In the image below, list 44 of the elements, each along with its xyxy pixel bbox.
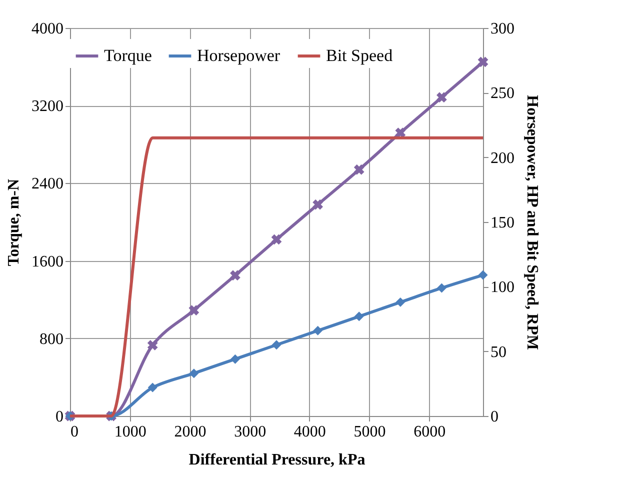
point [436,283,446,293]
y2-axis-title: Horsepower, HP and Bit Speed, RPM [524,95,540,350]
y2-tick-label: 200 [490,150,514,167]
point [272,340,282,350]
point [478,270,488,280]
y2-tick-label: 50 [490,344,506,361]
point [395,128,406,138]
point [396,297,406,307]
x-tick-label: 4000 [294,424,326,440]
point [271,234,282,245]
y-tick-label: 2400 [32,176,64,193]
y2-tick-label: 100 [490,279,514,296]
point [354,312,364,322]
y-tick-label: 3200 [32,98,64,116]
x-tick-label: 3000 [234,424,266,440]
point [478,56,488,68]
point [230,270,240,281]
x-tick-label: 6000 [414,424,446,440]
point [313,326,323,336]
point [189,368,199,378]
y2-tick-label: 300 [490,20,514,38]
y-tick-label: 800 [40,330,64,348]
point [354,164,364,175]
y2-tick-label: 150 [490,214,514,232]
point [230,354,240,364]
x-tick-label: 1000 [114,424,146,440]
point [436,92,447,103]
point [148,382,158,392]
legend-label: Torque [104,46,152,65]
y-axis-title: Torque, m-N [6,178,22,266]
y-tick-label: 1600 [32,253,64,270]
x-tick-label: 5000 [354,424,386,440]
y2-tick-label: 0 [490,408,498,426]
x-tick-label: 0 [70,424,78,440]
y-tick-label: 0 [56,408,64,426]
point [312,199,323,210]
y-tick-label: 4000 [32,20,64,38]
point [188,305,200,316]
x-axis-title: Differential Pressure, kPa [188,452,366,468]
legend-label: Bit Speed [326,46,394,65]
x-tick-label: 2000 [174,424,206,440]
legend-label: Horsepower [197,46,280,65]
y2-tick-label: 250 [490,85,514,102]
point [147,340,158,350]
